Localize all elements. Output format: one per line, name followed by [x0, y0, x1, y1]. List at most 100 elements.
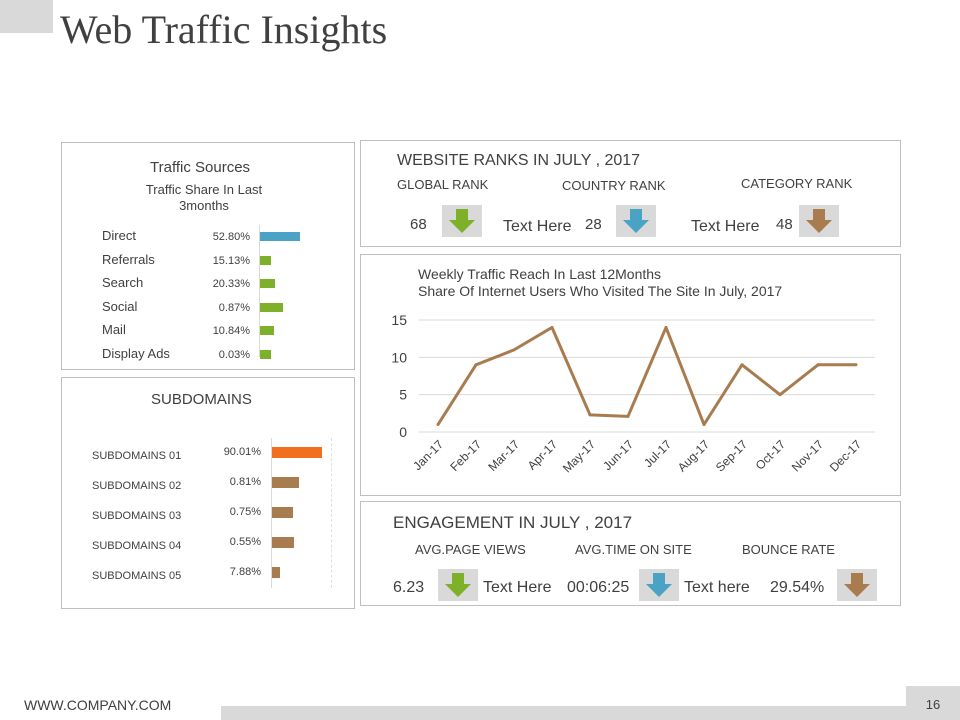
subdomain-value: 90.01% — [223, 446, 261, 458]
footer-bar — [221, 706, 960, 720]
page-number-box — [906, 686, 960, 720]
data-point — [436, 423, 440, 427]
page-number: 16 — [925, 697, 941, 712]
global-rank-label: GLOBAL RANK — [397, 177, 489, 192]
arrow-down-icon — [449, 209, 475, 233]
traffic-source-bar — [260, 232, 300, 241]
x-tick-label: Sep-17 — [713, 437, 750, 474]
subdomain-value: 7.88% — [229, 566, 261, 578]
traffic-sources-subtitle-2: 3months — [179, 198, 229, 213]
country-rank-value: 28 — [585, 216, 602, 233]
category-rank-label: CATEGORY RANK — [741, 176, 853, 191]
traffic-source-value: 52.80% — [212, 231, 250, 243]
data-point — [740, 363, 744, 367]
traffic-source-label: Mail — [102, 322, 126, 337]
category-rank-arrow — [799, 205, 839, 237]
traffic-source-value: 0.87% — [218, 301, 250, 314]
arrow-down-icon — [806, 209, 832, 233]
subdomain-bar — [272, 567, 280, 578]
traffic-source-bar — [260, 279, 276, 288]
traffic-source-value: 10.84% — [212, 325, 250, 337]
page-views-label: AVG.PAGE VIEWS — [415, 542, 526, 557]
bounce-rate-arrow — [837, 569, 877, 601]
subdomains-title: SUBDOMAINS — [151, 391, 252, 408]
traffic-source-label: Referrals — [102, 251, 155, 267]
bounce-rate-label: BOUNCE RATE — [742, 542, 835, 557]
subdomain-label: SUBDOMAINS 02 — [92, 480, 182, 492]
global-rank-value: 68 — [410, 216, 427, 233]
traffic-source-bar — [260, 326, 274, 335]
country-rank-arrow — [616, 205, 656, 237]
subdomain-value: 0.55% — [229, 536, 261, 548]
subdomain-bar — [272, 447, 322, 458]
x-tick-label: Mar-17 — [485, 437, 522, 474]
chart-subtitle: Share Of Internet Users Who Visited The … — [418, 283, 783, 299]
subdomain-label: SUBDOMAINS 04 — [92, 540, 182, 552]
time-on-site-arrow — [639, 569, 679, 601]
subdomains-axis-right — [331, 438, 333, 588]
x-tick-label: Aug-17 — [675, 437, 712, 474]
x-tick-label: Apr-17 — [525, 437, 561, 473]
country-rank-label: COUNTRY RANK — [562, 178, 666, 193]
footer-url[interactable]: WWW.COMPANY.COM — [24, 697, 172, 713]
subdomain-label: SUBDOMAINS 03 — [92, 510, 182, 522]
line-chart: 0 5 10 15 Jan-17 Feb-17 Mar-17 Apr-17 May-17 Jun-… — [391, 312, 875, 475]
engagement-panel: ENGAGEMENT IN JULY , 2017 AVG.PAGE VIEWS… — [360, 501, 901, 606]
page-title: Web Traffic Insights — [60, 7, 388, 52]
arrow-down-icon — [844, 573, 870, 597]
traffic-sources-title: Traffic Sources — [150, 159, 251, 176]
traffic-source-bar — [260, 255, 272, 265]
x-tick-label: Dec-17 — [827, 437, 864, 474]
x-tick-label: Jun-17 — [600, 437, 636, 473]
traffic-sources-panel: Traffic Sources Traffic Share In Last 3m… — [61, 142, 355, 370]
global-rank-arrow — [442, 205, 482, 237]
engagement-text-1: Text Here — [483, 579, 552, 596]
data-point — [702, 423, 706, 427]
ranks-title: WEBSITE RANKS IN JULY , 2017 — [397, 152, 641, 169]
traffic-source-bar — [260, 349, 271, 359]
y-tick-label: 5 — [399, 387, 407, 403]
traffic-source-label: Direct — [102, 228, 136, 243]
arrow-down-icon — [445, 573, 471, 597]
x-tick-label: Feb-17 — [447, 437, 484, 474]
traffic-source-label: Display Ads — [102, 345, 170, 361]
subdomain-value: 0.81% — [229, 476, 261, 488]
data-point — [626, 414, 630, 418]
subdomains-panel: SUBDOMAINS SUBDOMAINS 01 90.01% SUBDOMAINS… — [61, 377, 355, 609]
arrow-down-icon — [623, 209, 649, 233]
arrow-down-icon — [646, 573, 672, 597]
y-tick-label: 10 — [391, 349, 407, 365]
y-tick-label: 15 — [391, 312, 407, 328]
subdomain-label: SUBDOMAINS 05 — [92, 570, 182, 582]
x-tick-label: May-17 — [560, 437, 598, 475]
traffic-source-value: 20.33% — [212, 278, 250, 290]
subdomain-value: 0.75% — [229, 506, 261, 518]
engagement-title: ENGAGEMENT IN JULY , 2017 — [393, 513, 633, 532]
weekly-traffic-chart-panel: Weekly Traffic Reach In Last 12Months Sh… — [360, 254, 901, 496]
x-tick-label: Nov-17 — [789, 437, 826, 474]
time-on-site-value: 00:06:25 — [567, 579, 630, 596]
y-tick-label: 0 — [399, 424, 407, 440]
website-ranks-panel: WEBSITE RANKS IN JULY , 2017 GLOBAL RANK… — [360, 140, 901, 247]
subdomain-bar — [272, 477, 299, 488]
traffic-source-label: Social — [102, 298, 138, 314]
x-tick-label: Oct-17 — [753, 437, 789, 473]
data-point — [778, 393, 782, 397]
subdomain-bar — [272, 507, 294, 518]
time-on-site-label: AVG.TIME ON SITE — [575, 542, 692, 557]
data-point — [550, 325, 554, 329]
page-views-arrow — [438, 569, 478, 601]
data-point — [474, 363, 478, 367]
traffic-sources-subtitle-1: Traffic Share In Last — [145, 182, 263, 197]
category-rank-value: 48 — [776, 216, 793, 233]
ranks-text-2: Text Here — [691, 218, 760, 235]
series-line — [436, 325, 856, 427]
data-point — [512, 348, 516, 352]
data-point — [816, 363, 820, 367]
data-point — [664, 325, 668, 329]
page-views-value: 6.23 — [393, 579, 425, 596]
subdomains-axis — [271, 438, 272, 588]
traffic-source-bar — [260, 302, 283, 312]
x-tick-label: Jan-17 — [410, 437, 446, 473]
bounce-rate-value: 29.54% — [770, 579, 825, 596]
